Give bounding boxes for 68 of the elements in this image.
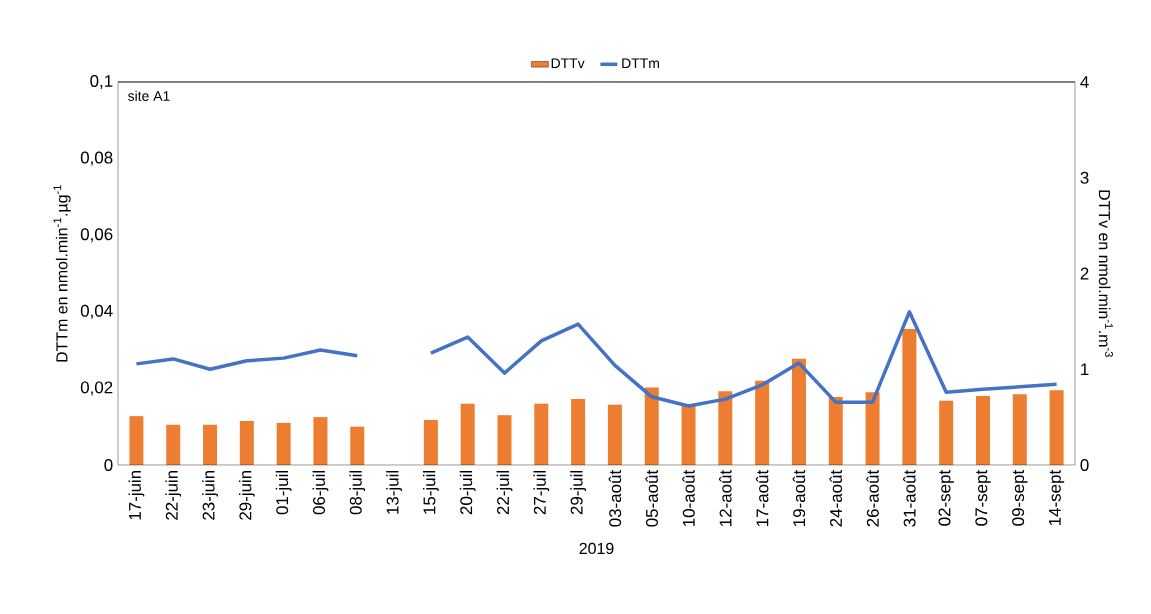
- x-tick-label: 02-sept: [938, 469, 954, 526]
- x-tick-label: 27-juil: [533, 470, 550, 515]
- bar: [460, 403, 475, 465]
- x-tick-label: 15-juil: [422, 470, 439, 514]
- x-tick-label: 20-juil: [459, 470, 476, 515]
- bar: [902, 329, 917, 465]
- bar: [607, 404, 622, 465]
- bar: [865, 392, 880, 465]
- x-tick-label: 06-juil: [312, 470, 329, 515]
- x-tick-label: 12-août: [719, 469, 732, 526]
- x-tick-label: 22-juil: [496, 470, 513, 515]
- bar: [276, 422, 291, 465]
- x-tick-label: 01-juil: [275, 470, 292, 515]
- bar: [1012, 394, 1027, 465]
- y2-axis-title: DTTv en nmol.min$^{-1}$.m$^{-3}$: [1098, 190, 1113, 357]
- x-tick-label: 31-août: [903, 469, 916, 527]
- x-tick-label: 08-juil: [349, 470, 366, 515]
- x-tick-label: 10-août: [682, 469, 695, 526]
- x-tick-label: 13-juil: [386, 470, 402, 514]
- y-tick-label: 0,08: [80, 151, 113, 166]
- y-tick-label: 0,02: [80, 381, 113, 396]
- x-tick-label: 19-août: [792, 469, 806, 526]
- x-tick-label: 03-août: [608, 469, 622, 527]
- x-tick-label: 22-juin: [165, 470, 182, 520]
- x-tick-label: 26-août: [866, 469, 879, 527]
- legend-label: DTTv: [551, 58, 585, 69]
- x-tick-label: 05-août: [645, 469, 658, 527]
- y-tick-label: 0,1: [90, 74, 113, 89]
- x-axis-title: 2019: [579, 542, 614, 555]
- bar: [129, 416, 144, 465]
- annotation: site A1: [128, 90, 170, 101]
- bar: [718, 391, 733, 465]
- y-tick-label: 0,04: [80, 304, 113, 319]
- y-tick-label: 0,06: [80, 228, 113, 243]
- bar: [681, 404, 696, 465]
- x-tick-label: 24-août: [829, 469, 843, 527]
- y2-tick-label: 1: [1081, 363, 1089, 376]
- x-tick-label: 17-juin: [128, 470, 145, 520]
- y-axis-title: DTTm en nmol.min$^{-1}$.µg$^{-1}$: [53, 185, 71, 362]
- y2-tick-label: 4: [1080, 76, 1089, 88]
- bar: [1049, 390, 1064, 465]
- bar: [350, 426, 365, 465]
- bar: [497, 415, 512, 465]
- x-tick-label: 29-juil: [570, 470, 586, 515]
- bar: [791, 358, 806, 465]
- bar: [534, 403, 549, 465]
- y2-tick-label: 3: [1080, 171, 1089, 184]
- bar: [239, 420, 254, 465]
- legend-label: DTTm: [622, 58, 659, 69]
- bar: [313, 417, 328, 465]
- x-tick-label: 23-juin: [202, 470, 218, 520]
- bar: [423, 419, 438, 465]
- bar: [166, 424, 181, 465]
- bar: [644, 387, 659, 465]
- y-tick-label: 0: [104, 458, 113, 471]
- x-tick-label: 17-août: [755, 469, 769, 526]
- x-tick-label: 14-sept: [1049, 469, 1065, 526]
- bar: [939, 400, 954, 465]
- bar: [203, 424, 218, 465]
- bar: [975, 396, 990, 465]
- x-tick-label: 29-juin: [238, 470, 255, 520]
- x-tick-label: 09-sept: [1012, 469, 1028, 526]
- bar: [571, 398, 586, 465]
- y2-tick-label: 2: [1080, 267, 1089, 280]
- y2-tick-label: 0: [1080, 458, 1089, 471]
- x-tick-label: 07-sept: [975, 469, 991, 526]
- bar: [828, 397, 843, 465]
- bar: [755, 380, 770, 465]
